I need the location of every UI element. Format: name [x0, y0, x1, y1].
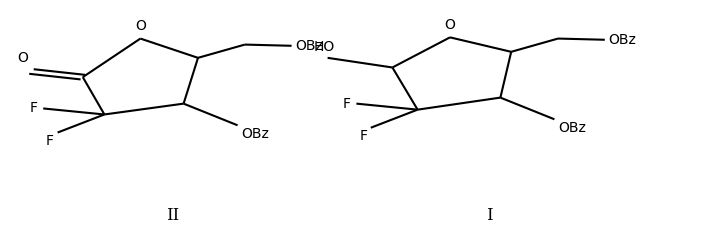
Text: II: II [166, 207, 179, 224]
Text: OBz: OBz [295, 39, 323, 53]
Text: O: O [135, 19, 146, 33]
Text: F: F [30, 101, 37, 115]
Text: I: I [486, 207, 493, 224]
Text: F: F [46, 134, 54, 148]
Text: OBz: OBz [241, 127, 269, 141]
Text: OBz: OBz [608, 33, 636, 47]
Text: O: O [17, 52, 28, 66]
Text: F: F [343, 97, 351, 111]
Text: OBz: OBz [558, 120, 586, 134]
Text: HO: HO [313, 40, 335, 54]
Text: F: F [359, 129, 367, 143]
Text: O: O [444, 18, 456, 32]
